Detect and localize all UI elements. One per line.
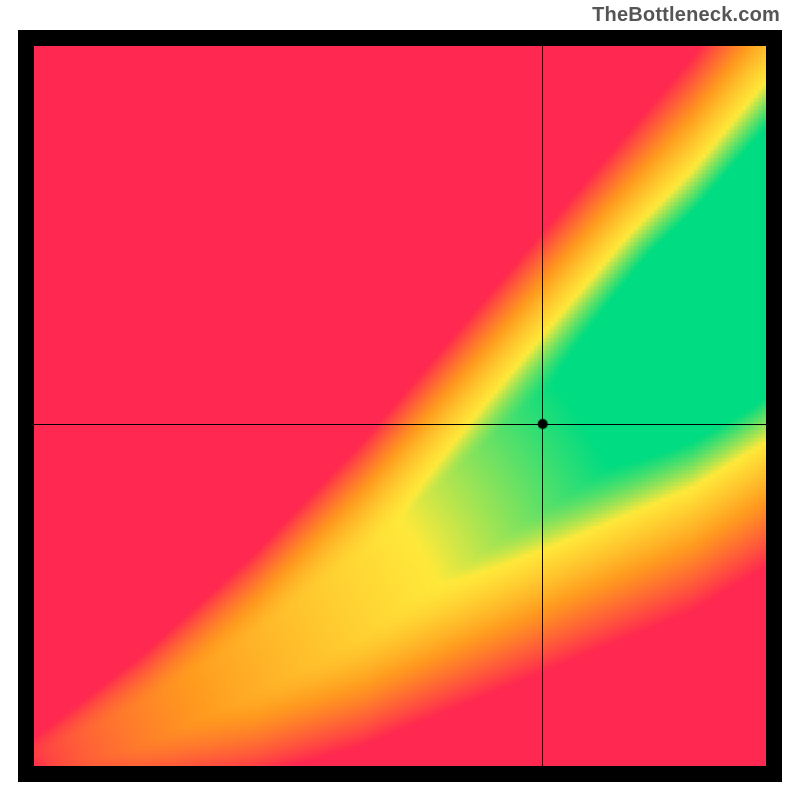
chart-container: TheBottleneck.com [0, 0, 800, 800]
watermark-text: TheBottleneck.com [592, 4, 780, 27]
marker-canvas [34, 46, 766, 766]
chart-frame [18, 30, 782, 782]
plot-area [34, 46, 766, 766]
